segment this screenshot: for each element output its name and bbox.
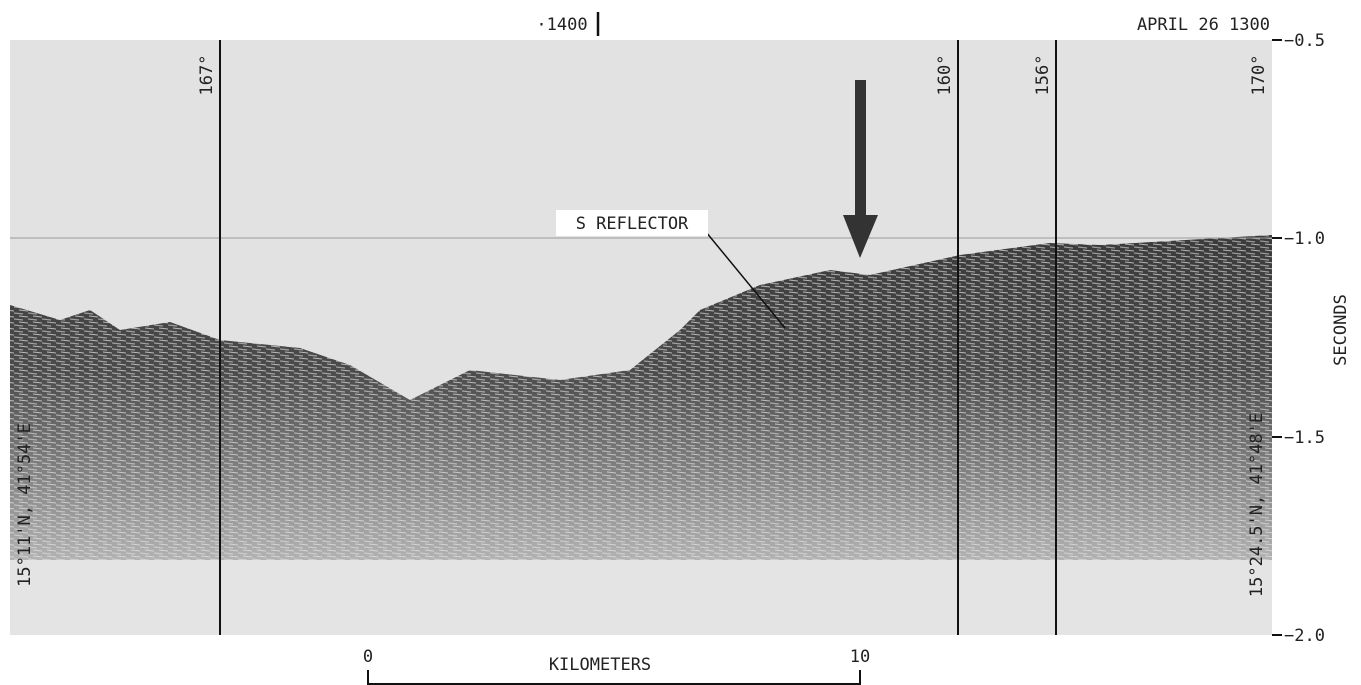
course-label: 167° — [197, 55, 217, 96]
arrow — [843, 80, 878, 258]
course-label: 156° — [1033, 55, 1053, 96]
date: APRIL 26 1300 — [1137, 15, 1270, 35]
scale-unit: KILOMETERS — [549, 655, 651, 675]
scale-end: 10 — [850, 647, 870, 667]
course-label: 160° — [935, 55, 955, 96]
position-start: 15°11'N, 41°54'E — [15, 423, 35, 587]
y-tick-label: −0.5 — [1284, 31, 1325, 51]
leader-line — [705, 231, 786, 329]
position-end: 15°24.5'N, 41°48'E — [1247, 413, 1267, 597]
scale-start: 0 — [363, 647, 373, 667]
seismic-fade — [10, 230, 1272, 635]
y-tick-label: −2.0 — [1284, 626, 1325, 646]
time-mark: ·1400 — [536, 15, 587, 35]
y-tick-label: −1.0 — [1284, 229, 1325, 249]
scale-bar — [367, 670, 861, 685]
course-label: 170° — [1249, 55, 1269, 96]
y-tick-label: −1.5 — [1284, 428, 1325, 448]
annotation-box — [556, 210, 708, 236]
y-axis-label: SECONDS — [1331, 294, 1351, 366]
annotation: S REFLECTOR — [576, 214, 689, 234]
